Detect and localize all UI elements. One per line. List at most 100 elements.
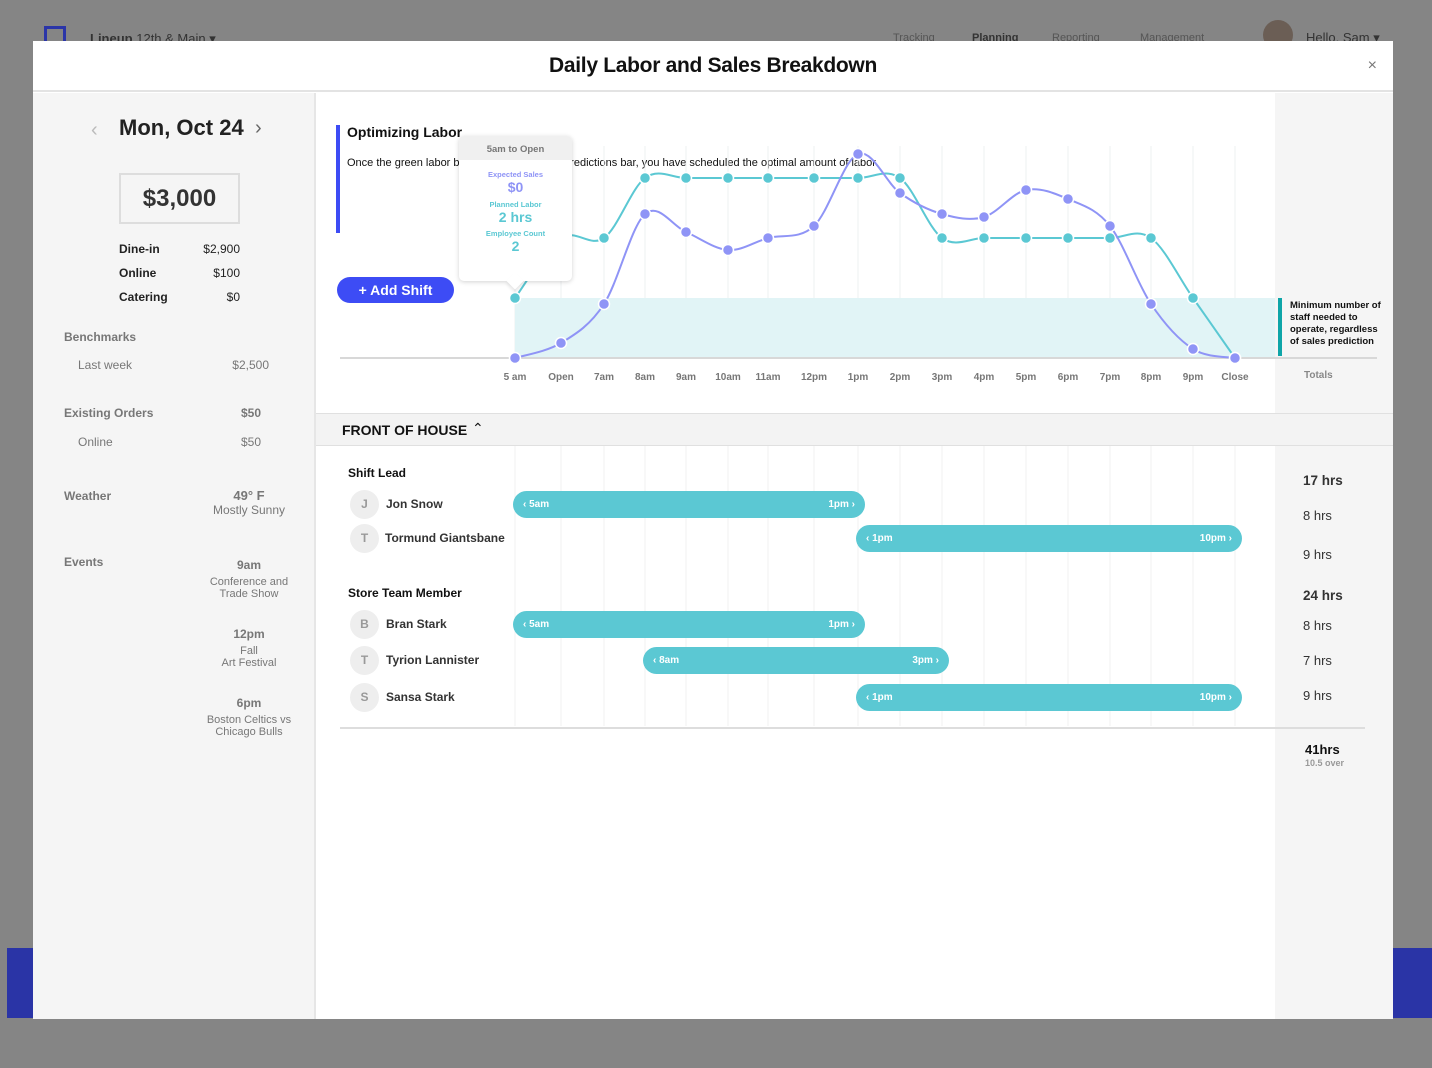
- shift-bar[interactable]: ‹ 5am 1pm ›: [513, 491, 865, 518]
- labor-point: [807, 171, 821, 185]
- x-tick-label: 6pm: [1058, 372, 1079, 383]
- sales-point: [851, 147, 865, 161]
- orders-online-value: $50: [240, 435, 261, 449]
- section-title: FRONT OF HOUSE: [342, 422, 468, 438]
- next-day-button[interactable]: ›: [255, 117, 262, 139]
- shift-start[interactable]: ‹ 1pm: [866, 533, 893, 544]
- labor-point: [1019, 231, 1033, 245]
- info-accent-bar: [336, 125, 340, 233]
- online-value: $100: [213, 266, 240, 280]
- grand-total: 41hrs: [1305, 742, 1340, 757]
- shift-end[interactable]: 1pm ›: [828, 499, 855, 510]
- labor-sales-modal: Daily Labor and Sales Breakdown × ‹ Mon,…: [33, 41, 1393, 1019]
- sales-point: [807, 219, 821, 233]
- shift-end[interactable]: 10pm ›: [1199, 692, 1232, 703]
- add-shift-button[interactable]: + Add Shift: [337, 277, 454, 303]
- labor-point: [935, 231, 949, 245]
- employee-hours: 8 hrs: [1303, 618, 1332, 633]
- x-tick-label: 3pm: [932, 372, 953, 383]
- total-sales: $3,000: [119, 173, 240, 224]
- shift-end-time: 10pm: [1199, 533, 1226, 544]
- day-summary-panel: ‹ Mon, Oct 24 › $3,000 Dine-in $2,900 On…: [33, 93, 316, 1019]
- shift-bar[interactable]: ‹ 5am 1pm ›: [513, 611, 865, 638]
- sales-point: [638, 207, 652, 221]
- x-tick-label: 5 am: [504, 372, 527, 383]
- dine-in-label: Dine-in: [119, 242, 160, 256]
- labor-point: [851, 171, 865, 185]
- employee-name[interactable]: Sansa Stark: [386, 690, 455, 704]
- employee-name[interactable]: Tyrion Lannister: [386, 653, 480, 667]
- shift-start-time: 5am: [529, 619, 550, 630]
- x-tick-label: 7pm: [1100, 372, 1121, 383]
- x-tick-label: 1pm: [848, 372, 869, 383]
- front-of-house-header[interactable]: FRONT OF HOUSE ⌃: [316, 413, 1393, 446]
- group-title: Shift Lead: [348, 466, 407, 480]
- x-tick-label: 4pm: [974, 372, 995, 383]
- over-hours: 10.5 over: [1305, 758, 1345, 768]
- shift-start-time: 5am: [529, 499, 550, 510]
- shift-end[interactable]: 3pm ›: [912, 655, 939, 666]
- shift-end-time: 3pm: [912, 655, 933, 666]
- orders-online-label: Online: [78, 435, 113, 449]
- x-tick-label: 8pm: [1141, 372, 1162, 383]
- shift-bar[interactable]: ‹ 8am 3pm ›: [643, 647, 949, 674]
- sales-point: [1228, 351, 1242, 365]
- employee-name[interactable]: Tormund Giantsbane: [385, 531, 505, 545]
- shift-start-time: 1pm: [872, 533, 893, 544]
- min-staff-note: Minimum number of staff needed to operat…: [1290, 300, 1381, 347]
- event-item: 6pm Boston Celtics vs Chicago Bulls: [189, 696, 309, 738]
- group-title: Store Team Member: [348, 586, 462, 600]
- sales-line: [514, 152, 1236, 359]
- employee-hours: 9 hrs: [1303, 547, 1332, 562]
- modal-header: Daily Labor and Sales Breakdown ×: [33, 41, 1393, 92]
- employee-avatar: S: [350, 683, 379, 712]
- shift-end[interactable]: 10pm ›: [1199, 533, 1232, 544]
- x-tick-label: 8am: [635, 372, 655, 383]
- totals-column: [1275, 93, 1393, 1019]
- chevron-up-icon[interactable]: ⌃: [472, 420, 484, 436]
- event-line: Boston Celtics vs: [206, 714, 292, 726]
- sales-point: [1019, 183, 1033, 197]
- shift-end-time: 1pm: [828, 499, 849, 510]
- employee-hours: 8 hrs: [1303, 508, 1332, 523]
- labor-line: [514, 172, 1236, 359]
- event-line: Fall: [240, 645, 258, 657]
- online-label: Online: [119, 266, 157, 280]
- employee-name[interactable]: Jon Snow: [386, 497, 443, 511]
- existing-orders-total: $50: [240, 406, 261, 420]
- event-item: 12pm Fall Art Festival: [189, 627, 309, 669]
- labor-point: [1061, 231, 1075, 245]
- labor-point: [638, 171, 652, 185]
- shift-start[interactable]: ‹ 5am: [523, 619, 550, 630]
- x-tick-label: Close: [1221, 372, 1249, 383]
- shift-bar[interactable]: ‹ 1pm 10pm ›: [856, 525, 1242, 552]
- sales-point: [508, 351, 522, 365]
- prev-day-button[interactable]: ‹: [91, 119, 98, 141]
- x-tick-label: 10am: [715, 372, 741, 383]
- labor-point: [893, 171, 907, 185]
- totals-label: Totals: [1304, 370, 1333, 381]
- shift-end[interactable]: 1pm ›: [828, 619, 855, 630]
- sales-point: [1061, 192, 1075, 206]
- shift-bar[interactable]: ‹ 1pm 10pm ›: [856, 684, 1242, 711]
- employee-avatar: B: [350, 610, 379, 639]
- benchmark-label: Last week: [78, 358, 133, 372]
- event-line: Art Festival: [221, 657, 277, 669]
- tooltip-count-label: Employee Count: [485, 229, 546, 238]
- labor-point: [1144, 231, 1158, 245]
- sales-point: [554, 336, 568, 350]
- app-logo: [44, 26, 66, 44]
- shift-start[interactable]: ‹ 8am: [653, 655, 680, 666]
- x-tick-label: 7am: [594, 372, 614, 383]
- employee-name[interactable]: Bran Stark: [386, 617, 447, 631]
- catering-value: $0: [226, 290, 240, 304]
- labor-point: [1103, 231, 1117, 245]
- events-title: Events: [64, 555, 104, 569]
- close-icon[interactable]: ×: [1367, 57, 1377, 74]
- employee-avatar: T: [350, 646, 379, 675]
- employee-hours: 9 hrs: [1303, 688, 1332, 703]
- date-title: Mon, Oct 24: [119, 115, 244, 140]
- labor-point: [1186, 291, 1200, 305]
- shift-start[interactable]: ‹ 5am: [523, 499, 550, 510]
- shift-start[interactable]: ‹ 1pm: [866, 692, 893, 703]
